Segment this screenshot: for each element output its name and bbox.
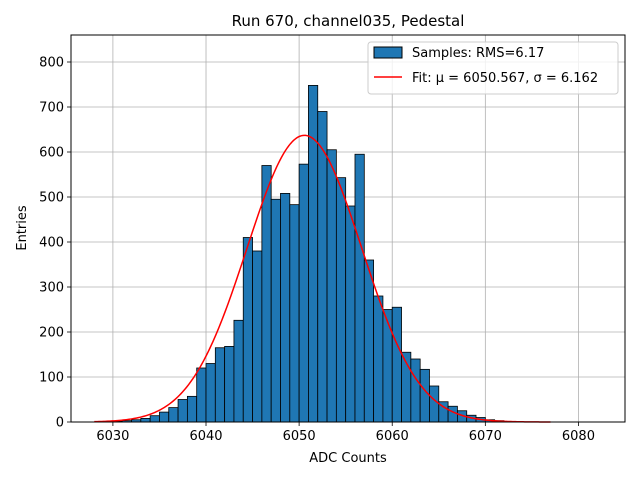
- x-tick-label: 6080: [562, 429, 595, 444]
- histogram-bar: [280, 192, 291, 423]
- y-tick-label: 0: [56, 416, 64, 431]
- histogram-bar: [419, 368, 430, 423]
- histogram-bar: [149, 415, 160, 423]
- histogram-bar: [335, 177, 347, 423]
- histogram-bar: [429, 385, 440, 423]
- histogram-bar: [196, 367, 207, 423]
- legend-label-fit: Fit: μ = 6050.567, σ = 6.162: [412, 71, 598, 86]
- histogram-bar: [373, 295, 384, 423]
- legend-label-samples: Samples: RMS=6.17: [412, 46, 544, 61]
- histogram-bar: [363, 259, 375, 423]
- x-tick-label: 6030: [96, 429, 129, 444]
- y-tick-label: 800: [39, 56, 64, 71]
- y-tick-label: 500: [39, 191, 64, 206]
- y-tick-label: 100: [39, 371, 64, 386]
- histogram-bar: [186, 395, 198, 423]
- y-tick-label: 200: [39, 326, 64, 341]
- histogram-bar: [140, 417, 151, 423]
- gaussian-fit: [94, 134, 551, 423]
- histogram-bars: [112, 85, 505, 423]
- histogram-bar: [391, 306, 402, 423]
- histogram-bar: [242, 237, 253, 423]
- histogram-bar: [205, 363, 216, 423]
- histogram-bar: [168, 407, 179, 423]
- histogram-bar: [317, 111, 328, 423]
- legend-box: [367, 41, 619, 95]
- histogram-bar: [447, 405, 458, 423]
- histogram-bar: [354, 153, 365, 423]
- x-tick-label: 6070: [469, 429, 502, 444]
- plot-frame: [70, 34, 626, 423]
- grid-lines: [71, 35, 625, 423]
- histogram-bar: [233, 319, 244, 423]
- y-tick-label: 400: [39, 236, 64, 251]
- histogram-bar: [289, 204, 300, 423]
- x-tick-label: 6050: [283, 429, 316, 444]
- x-tick-label: 6040: [189, 429, 222, 444]
- histogram-bar: [410, 358, 421, 423]
- x-axis-ticks: 6030 6040 6050 6060 6070 6080: [96, 422, 595, 444]
- histogram-bar: [224, 345, 235, 423]
- chart-title: Run 670, channel035, Pedestal: [232, 12, 465, 30]
- fit-curve: [94, 134, 551, 423]
- histogram-bar: [261, 165, 272, 423]
- legend: Samples: RMS=6.17 Fit: μ = 6050.567, σ =…: [367, 41, 619, 95]
- legend-swatch-samples: [373, 46, 403, 59]
- x-tick-label: 6060: [376, 429, 409, 444]
- histogram-bar: [298, 163, 309, 423]
- histogram-bar: [345, 205, 356, 423]
- histogram-bar: [382, 309, 393, 423]
- y-tick-label: 300: [39, 281, 64, 296]
- histogram-bar: [270, 198, 281, 423]
- y-axis-ticks: 0 100 200 300 400 500 600 700 800: [39, 56, 71, 431]
- y-tick-label: 700: [39, 101, 64, 116]
- histogram-bar: [159, 411, 170, 423]
- histogram-bar: [252, 250, 263, 423]
- histogram-bar: [326, 149, 337, 423]
- histogram-bar: [177, 399, 188, 423]
- y-tick-label: 600: [39, 146, 64, 161]
- histogram-bar: [214, 347, 226, 423]
- x-axis-label: ADC Counts: [309, 451, 387, 466]
- y-axis-label: Entries: [15, 205, 30, 251]
